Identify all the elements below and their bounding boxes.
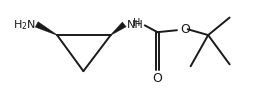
Text: H$_2$N: H$_2$N bbox=[13, 18, 36, 32]
Text: NH: NH bbox=[127, 20, 144, 30]
Text: O: O bbox=[180, 23, 190, 36]
Polygon shape bbox=[110, 22, 126, 35]
Text: H: H bbox=[133, 18, 141, 28]
Polygon shape bbox=[35, 22, 57, 35]
Text: O: O bbox=[153, 72, 162, 85]
